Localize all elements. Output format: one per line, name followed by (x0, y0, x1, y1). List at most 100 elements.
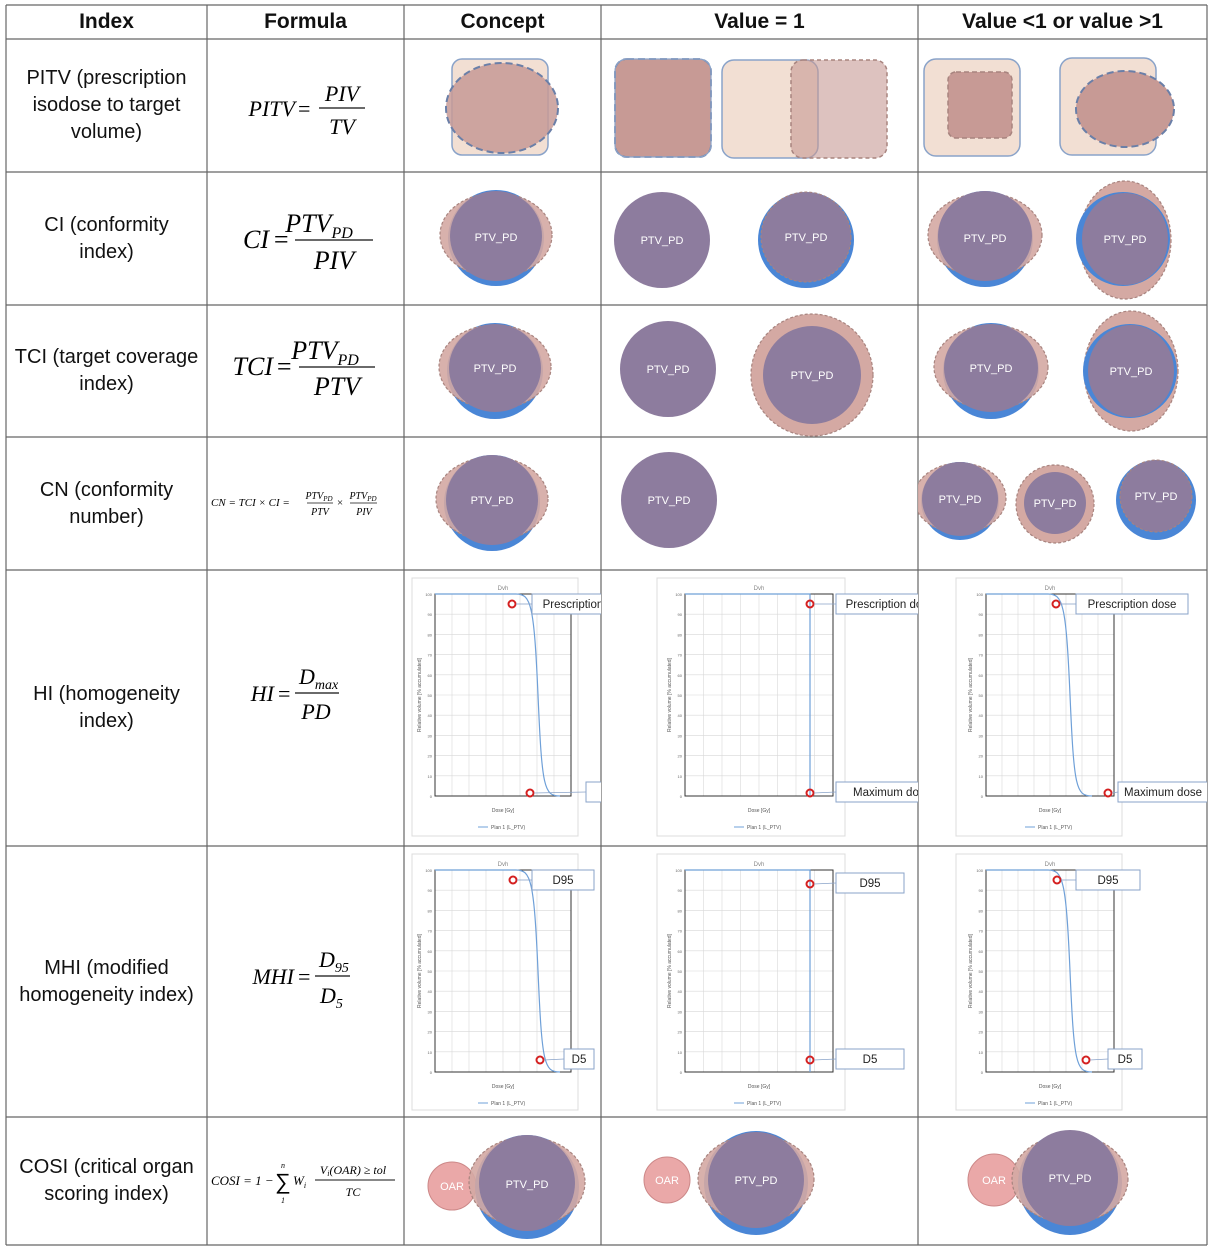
cosi-value-one-illustration: OAR PTV_PD (643, 1131, 815, 1235)
y-tick-label: 60 (428, 673, 433, 678)
y-tick-label: 60 (979, 673, 984, 678)
y-tick-label: 0 (981, 1070, 984, 1075)
callout-label: D5 (863, 1054, 878, 1066)
y-tick-label: 50 (428, 693, 433, 698)
formula-hi: HI = Dmax PD (250, 664, 339, 724)
callout-label: Prescription dose (1088, 599, 1177, 611)
callout-box (531, 869, 595, 891)
cosi-value-other-illustration: OAR PTV_PD (967, 1130, 1129, 1235)
index-label-cn: CN (conformity number) (39, 478, 174, 528)
y-tick-label: 40 (428, 989, 433, 994)
callout-box (835, 872, 905, 894)
y-tick-label: 40 (428, 713, 433, 718)
svg-text:×: × (336, 497, 343, 509)
chart-title: Dvh (754, 862, 765, 868)
index-label-ci: CI (conformity index) (44, 213, 169, 263)
ptv-pd-label: PTV_PD (1034, 498, 1077, 510)
oar-label: OAR (982, 1175, 1006, 1187)
chart-title: Dvh (498, 586, 509, 592)
svg-text:PTVPD: PTVPD (290, 336, 359, 369)
y-tick-label: 40 (979, 989, 984, 994)
x-axis-label: Dose [Gy] (1039, 808, 1062, 814)
y-tick-label: 10 (979, 1050, 984, 1055)
header-concept: Concept (460, 10, 545, 33)
y-tick-label: 80 (979, 908, 984, 913)
legend-label: Plan 1 (L_PTV) (491, 825, 526, 831)
y-tick-label: 0 (430, 1070, 433, 1075)
svg-text:=: = (277, 681, 292, 706)
y-tick-label: 10 (428, 1050, 433, 1055)
cn-concept-illustration: PTV_PD (435, 455, 549, 551)
y-tick-label: 100 (976, 868, 983, 873)
callout-label: D95 (859, 878, 880, 890)
callout-leader (813, 1058, 837, 1061)
y-tick-label: 0 (430, 794, 433, 799)
svg-text:PTV: PTV (313, 372, 363, 401)
callout-box (1075, 869, 1141, 891)
svg-text:=: = (297, 96, 312, 121)
svg-text:COSI = 1 −: COSI = 1 − (211, 1173, 274, 1188)
y-tick-label: 40 (979, 713, 984, 718)
oar-label: OAR (655, 1175, 679, 1187)
pitv-value-other-illustration (923, 57, 1175, 157)
ci-value-one-illustration: PTV_PD PTV_PD (614, 191, 854, 288)
svg-text:PTVPD: PTVPD (284, 209, 353, 242)
y-tick-label: 30 (979, 733, 984, 738)
callout-box (835, 781, 918, 803)
tci-concept-illustration: PTV_PD (438, 323, 552, 419)
marker-top (1052, 875, 1062, 885)
dvh-curve (685, 593, 811, 796)
svg-text:PTVPD: PTVPD (348, 491, 376, 503)
y-tick-label: 70 (979, 929, 984, 934)
header-value-equal-one: Value = 1 (714, 10, 805, 33)
y-tick-label: 90 (678, 888, 683, 893)
y-tick-label: 50 (678, 969, 683, 974)
legend-label: Plan 1 (L_PTV) (1038, 825, 1073, 831)
marker-bottom (1081, 1055, 1091, 1065)
y-tick-label: 70 (428, 653, 433, 658)
callout-box (835, 1048, 905, 1070)
ptv-pd-label: PTV_PD (647, 364, 690, 376)
dvh-curve (986, 593, 1093, 797)
y-tick-label: 60 (678, 949, 683, 954)
pitv-concept-illustration (445, 58, 559, 156)
y-tick-label: 70 (428, 929, 433, 934)
svg-text:MHI: MHI (251, 964, 295, 989)
x-axis-label: Dose [Gy] (492, 808, 515, 814)
y-tick-label: 0 (680, 1070, 683, 1075)
callout-box (585, 781, 601, 803)
callout-label: D95 (1097, 875, 1118, 887)
svg-text:∑: ∑ (275, 1169, 291, 1194)
ptv-pd-label: PTV_PD (641, 235, 684, 247)
callout-box (1107, 1048, 1143, 1070)
svg-text:HI: HI (250, 681, 276, 706)
chart-title: Dvh (1045, 862, 1056, 868)
ptv-pd-label: PTV_PD (474, 363, 517, 375)
cn-value-one-illustration: PTV_PD (621, 452, 717, 548)
header-index: Index (79, 10, 134, 33)
y-axis-label: Relative volume [% accumulated] (667, 657, 673, 732)
y-tick-label: 90 (428, 888, 433, 893)
marker-bottom (805, 788, 815, 798)
marker-top (1051, 599, 1061, 609)
callout-label: Prescription dose (846, 599, 918, 611)
callout-leader (813, 882, 837, 885)
svg-text:=: = (297, 964, 312, 989)
svg-text:PIV: PIV (313, 246, 358, 275)
callout-box (531, 593, 601, 615)
y-tick-label: 40 (678, 713, 683, 718)
ptv-pd-label: PTV_PD (1135, 491, 1178, 503)
cosi-concept-illustration: OAR PTV_PD (427, 1135, 586, 1239)
chart-frame (955, 853, 1123, 1111)
svg-text:D5: D5 (319, 983, 343, 1012)
y-tick-label: 70 (678, 929, 683, 934)
callout-box (563, 1048, 595, 1070)
index-label-hi: HI (homogeneity index) (33, 683, 180, 732)
index-label-mhi: MHI (modified homogeneity index) (19, 956, 194, 1006)
x-axis-label: Dose [Gy] (748, 808, 771, 814)
y-tick-label: 20 (678, 1030, 683, 1035)
legend-label: Plan 1 (L_PTV) (491, 1101, 526, 1107)
y-tick-label: 80 (678, 908, 683, 913)
